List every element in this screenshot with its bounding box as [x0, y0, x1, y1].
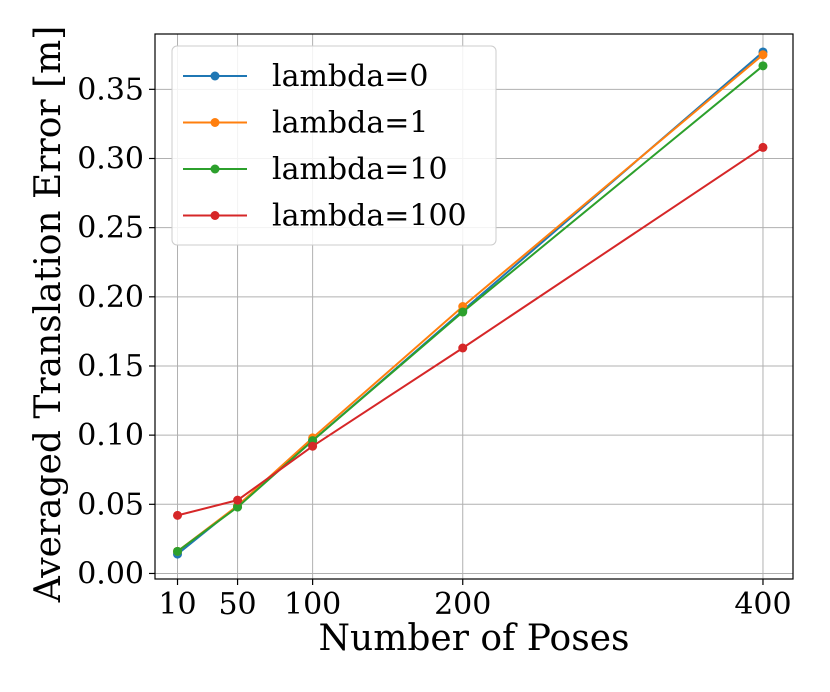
- y-tick-label: 0.00: [77, 556, 144, 591]
- data-point: [758, 61, 768, 71]
- data-point: [233, 502, 243, 512]
- data-point: [308, 441, 318, 451]
- x-tick-label: 10: [158, 587, 196, 622]
- series-lambda-100: [173, 142, 768, 520]
- y-tick-label: 0.30: [77, 141, 144, 176]
- data-point: [173, 510, 183, 520]
- legend-label: lambda=1: [272, 106, 428, 141]
- legend-marker: [210, 71, 220, 81]
- data-point: [233, 495, 243, 505]
- legend-label: lambda=0: [272, 59, 428, 94]
- legend: lambda=0 lambda=1 lambda=10 lambda=100: [171, 45, 497, 246]
- x-tick-label: 50: [218, 587, 256, 622]
- legend-marker: [210, 118, 220, 127]
- legend-box: [171, 45, 497, 246]
- data-point: [458, 343, 468, 353]
- legend-marker: [210, 211, 220, 220]
- legend-item: lambda=10: [183, 152, 448, 187]
- plot-frame: [154, 33, 794, 580]
- x-tick-label: 400: [734, 587, 791, 622]
- series-lines: [173, 47, 768, 559]
- legend-marker: [210, 164, 220, 174]
- legend-item: lambda=100: [183, 199, 467, 234]
- legend-item: lambda=0: [183, 59, 428, 94]
- x-axis-title: Number of Poses: [319, 618, 630, 659]
- data-point: [458, 307, 468, 317]
- legend-label: lambda=10: [272, 152, 448, 187]
- data-point: [758, 142, 768, 152]
- y-axis-title: Averaged Translation Error [m]: [28, 26, 69, 604]
- x-tick-label: 100: [284, 587, 341, 622]
- y-tick-label: 0.20: [77, 280, 144, 315]
- y-tick-label: 0.15: [77, 349, 144, 384]
- data-point: [758, 50, 768, 60]
- legend-item: lambda=1: [183, 106, 428, 141]
- y-tick-label: 0.25: [77, 211, 144, 246]
- series-lambda-10: [173, 61, 768, 556]
- y-tick-label: 0.10: [77, 418, 144, 453]
- data-point: [173, 546, 183, 556]
- y-tick-label: 0.05: [77, 487, 144, 522]
- y-tick-label: 0.35: [77, 72, 144, 107]
- x-tick-label: 200: [434, 587, 491, 622]
- axis-ticks: 10 50 100 200 400 0.00 0.05 0.10 0.15 0.20 0.25 0.3…: [77, 72, 791, 622]
- legend-label: lambda=100: [272, 199, 467, 234]
